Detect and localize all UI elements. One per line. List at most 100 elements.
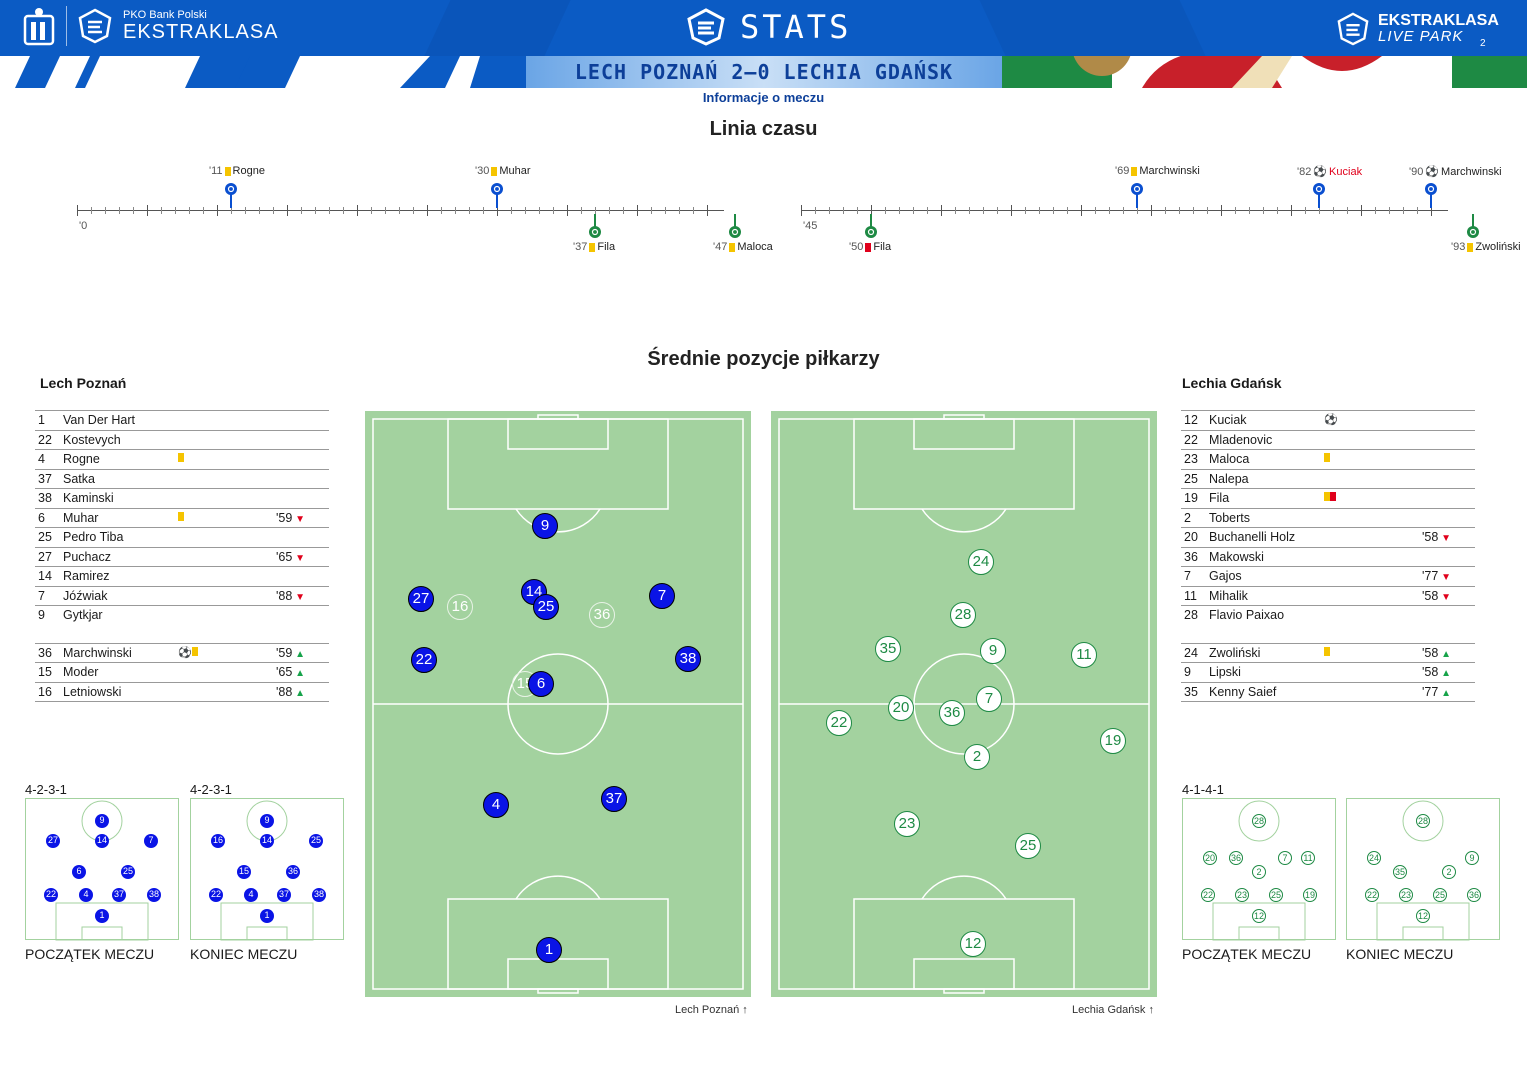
timeline-event-home[interactable]: '30 Muhar — [475, 165, 531, 177]
timeline-event-home[interactable]: '82 ⚽ Kuciak — [1297, 165, 1362, 179]
away-player-position[interactable]: 11 — [1071, 642, 1097, 668]
home-mini-player[interactable]: 15 — [237, 865, 251, 879]
home-mini-player[interactable]: 37 — [277, 888, 291, 902]
match-info-link[interactable]: Informacje o meczu — [702, 90, 825, 105]
home-mini-player[interactable]: 38 — [147, 888, 161, 902]
home-player-position[interactable]: 9 — [532, 513, 558, 539]
away-player-position[interactable]: 7 — [976, 686, 1002, 712]
home-mini-player[interactable]: 6 — [72, 865, 86, 879]
away-player-position[interactable]: 36 — [939, 700, 965, 726]
away-mini-player[interactable]: 20 — [1203, 851, 1217, 865]
timeline-home-pin[interactable] — [1312, 182, 1325, 208]
away-player-row[interactable]: 23 Maloca — [1181, 449, 1475, 469]
home-mini-player[interactable]: 1 — [95, 909, 109, 923]
timeline-home-pin[interactable] — [1130, 182, 1143, 208]
home-mini-player[interactable]: 36 — [286, 865, 300, 879]
timeline-event-away[interactable]: '93 Zwoliński — [1451, 241, 1521, 253]
away-mini-player[interactable]: 12 — [1416, 909, 1430, 923]
away-mini-player[interactable]: 28 — [1416, 814, 1430, 828]
away-mini-player[interactable]: 7 — [1278, 851, 1292, 865]
home-player-row[interactable]: 36 Marchwinski ⚽ '59 ▲ — [35, 642, 329, 663]
away-mini-player[interactable]: 28 — [1252, 814, 1266, 828]
away-player-position[interactable]: 28 — [950, 602, 976, 628]
home-mini-player[interactable]: 25 — [309, 834, 323, 848]
away-mini-player[interactable]: 36 — [1229, 851, 1243, 865]
away-mini-player[interactable]: 2 — [1442, 865, 1456, 879]
timeline-away-pin[interactable] — [728, 214, 741, 238]
away-player-position[interactable]: 19 — [1100, 728, 1126, 754]
home-player-row[interactable]: 4 Rogne — [35, 449, 329, 469]
home-player-row[interactable]: 9 Gytkjar — [35, 605, 329, 625]
away-player-position[interactable]: 23 — [894, 811, 920, 837]
timeline-event-away[interactable]: '50 Fila — [849, 241, 891, 253]
away-player-row[interactable]: 20 Buchanelli Holz '58 ▼ — [1181, 527, 1475, 547]
away-mini-player[interactable]: 23 — [1235, 888, 1249, 902]
away-mini-player[interactable]: 12 — [1252, 909, 1266, 923]
timeline-home-pin[interactable] — [490, 182, 503, 208]
timeline-event-away[interactable]: '47 Maloca — [713, 241, 773, 253]
timeline-event-away[interactable]: '37 Fila — [573, 241, 615, 253]
away-mini-player[interactable]: 22 — [1365, 888, 1379, 902]
away-player-row[interactable]: 24 Zwoliński '58 ▲ — [1181, 642, 1475, 663]
home-player-position[interactable]: 1 — [536, 937, 562, 963]
timeline-event-home[interactable]: '69 Marchwinski — [1115, 165, 1200, 177]
away-mini-player[interactable]: 23 — [1399, 888, 1413, 902]
away-player-row[interactable]: 28 Flavio Paixao — [1181, 605, 1475, 625]
away-mini-player[interactable]: 24 — [1367, 851, 1381, 865]
away-player-row[interactable]: 35 Kenny Saief '77 ▲ — [1181, 681, 1475, 702]
home-mini-player[interactable]: 37 — [112, 888, 126, 902]
home-sub-position[interactable]: 16 — [447, 594, 473, 620]
home-mini-player[interactable]: 22 — [44, 888, 58, 902]
brand-left[interactable]: PKO Bank Polski EKSTRAKLASA — [22, 6, 279, 46]
away-player-position[interactable]: 25 — [1015, 833, 1041, 859]
home-sub-position[interactable]: 36 — [589, 602, 615, 628]
away-player-position[interactable]: 9 — [980, 638, 1006, 664]
brand-right[interactable]: EKSTRAKLASA LIVE PARK 2 — [1336, 12, 1499, 49]
timeline-away-pin[interactable] — [1466, 214, 1479, 238]
away-player-position[interactable]: 35 — [875, 636, 901, 662]
home-player-row[interactable]: 7 Jóźwiak '88 ▼ — [35, 585, 329, 606]
away-mini-player[interactable]: 19 — [1303, 888, 1317, 902]
home-player-position[interactable]: 25 — [533, 594, 559, 620]
home-player-position[interactable]: 7 — [649, 583, 675, 609]
home-mini-player[interactable]: 1 — [260, 909, 274, 923]
away-player-position[interactable]: 24 — [968, 549, 994, 575]
timeline-away-pin[interactable] — [864, 214, 877, 238]
home-mini-player[interactable]: 25 — [121, 865, 135, 879]
timeline-home-pin[interactable] — [1424, 182, 1437, 208]
away-mini-player[interactable]: 2 — [1252, 865, 1266, 879]
home-mini-player[interactable]: 27 — [46, 834, 60, 848]
away-player-position[interactable]: 12 — [960, 931, 986, 957]
home-player-row[interactable]: 25 Pedro Tiba — [35, 527, 329, 547]
away-player-row[interactable]: 19 Fila — [1181, 488, 1475, 508]
home-mini-player[interactable]: 7 — [144, 834, 158, 848]
home-player-row[interactable]: 14 Ramirez — [35, 566, 329, 586]
away-mini-player[interactable]: 25 — [1433, 888, 1447, 902]
home-player-position[interactable]: 37 — [601, 786, 627, 812]
home-player-row[interactable]: 6 Muhar '59 ▼ — [35, 507, 329, 528]
home-mini-player[interactable]: 9 — [260, 814, 274, 828]
away-player-row[interactable]: 9 Lipski '58 ▲ — [1181, 662, 1475, 682]
home-player-position[interactable]: 27 — [408, 586, 434, 612]
away-mini-player[interactable]: 9 — [1465, 851, 1479, 865]
home-player-row[interactable]: 16 Letniowski '88 ▲ — [35, 681, 329, 702]
home-mini-player[interactable]: 14 — [260, 834, 274, 848]
home-player-row[interactable]: 22 Kostevych — [35, 429, 329, 450]
home-player-position[interactable]: 22 — [411, 647, 437, 673]
away-mini-player[interactable]: 36 — [1467, 888, 1481, 902]
home-mini-player[interactable]: 14 — [95, 834, 109, 848]
away-mini-player[interactable]: 11 — [1301, 851, 1315, 865]
timeline-event-home[interactable]: '11 Rogne — [209, 165, 265, 177]
away-player-row[interactable]: 11 Mihalik '58 ▼ — [1181, 585, 1475, 606]
home-mini-player[interactable]: 9 — [95, 814, 109, 828]
timeline-home-pin[interactable] — [224, 182, 237, 208]
home-player-position[interactable]: 6 — [528, 671, 554, 697]
away-player-row[interactable]: 12 Kuciak ⚽ — [1181, 410, 1475, 430]
away-player-position[interactable]: 22 — [826, 710, 852, 736]
home-mini-player[interactable]: 16 — [211, 834, 225, 848]
away-mini-player[interactable]: 25 — [1269, 888, 1283, 902]
home-player-row[interactable]: 27 Puchacz '65 ▼ — [35, 546, 329, 567]
home-player-row[interactable]: 1 Van Der Hart — [35, 410, 329, 430]
away-player-position[interactable]: 20 — [888, 695, 914, 721]
timeline-away-pin[interactable] — [588, 214, 601, 238]
